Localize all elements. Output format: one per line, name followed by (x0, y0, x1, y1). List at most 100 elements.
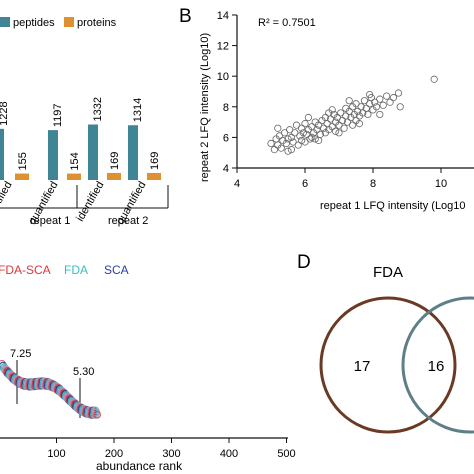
scatter-point-19 (297, 124, 306, 132)
label-peptides-0: 1228 (0, 101, 10, 125)
scatter-point-51 (343, 118, 352, 126)
category-label-0: ntified (0, 180, 15, 211)
annotation-label-1: 7.25 (10, 348, 31, 360)
venn-label-fda: FDA (373, 264, 403, 281)
x-tick-label-8: 8 (370, 178, 376, 190)
scatter-point-70 (376, 95, 384, 103)
scatter-point-79 (314, 136, 323, 145)
scatter-point-31 (314, 121, 323, 129)
scatter-point-71 (379, 101, 387, 109)
label-proteins-2: 169 (109, 152, 121, 170)
x-tick-label-6: 6 (302, 178, 308, 190)
scatter-point-69 (372, 103, 380, 111)
scatter-point-73 (386, 98, 394, 106)
x-tick-label-4: 4 (234, 178, 240, 190)
scatter-point-81 (335, 129, 343, 137)
scatter-point-29 (311, 135, 319, 143)
x-tick-label-100: 100 (47, 448, 65, 460)
scatter-point-42 (331, 127, 340, 135)
group-label-repeat-2: repeat 2 (108, 215, 148, 227)
venn-count-fda-only: 17 (354, 358, 371, 375)
label-peptides-2: 1332 (92, 97, 104, 121)
curve-point-83-2 (93, 410, 102, 419)
scatter-point-64 (364, 110, 372, 119)
scatter-point-13 (289, 138, 297, 146)
scatter-point-20 (299, 129, 307, 137)
scatter-point-14 (291, 129, 299, 137)
x-axis-title: abundance rank (96, 459, 183, 473)
scatter-point-11 (287, 146, 295, 154)
scatter-point-30 (313, 126, 321, 134)
bar-peptides-1 (48, 130, 58, 180)
scatter-point-44 (333, 113, 341, 122)
scatter-point-86 (396, 103, 404, 111)
category-label-2: identified (74, 180, 106, 224)
x-tick-label-300: 300 (162, 448, 180, 460)
group-label-repeat-1: repeat 1 (30, 215, 70, 227)
scatter-point-18 (297, 136, 306, 145)
scatter-point-1 (270, 146, 278, 154)
scatter-point-76 (274, 124, 282, 132)
scatter-point-58 (354, 107, 362, 115)
y-tick-label-4: 4 (223, 163, 229, 175)
scatter-point-15 (292, 121, 301, 129)
label-proteins-1: 154 (69, 152, 81, 170)
scatter-point-48 (340, 124, 348, 132)
legend-sca: SCA (104, 263, 129, 277)
scatter-point-0 (267, 139, 275, 148)
scatter-point-5 (277, 144, 285, 152)
label-proteins-3: 169 (149, 152, 161, 170)
panel-a-bar-chart: peptides proteins 1228 1197 1332 1314 155 154 16… (0, 17, 169, 227)
scatter-point-72 (382, 92, 391, 100)
bar-proteins-1 (67, 173, 81, 180)
y-axis-title: repeat 2 LFQ intensity (Log10) (199, 33, 211, 182)
legend-fda-sca: FDA-SCA (0, 263, 51, 277)
y-tick-label-12: 12 (217, 41, 229, 53)
y-tick-label-10: 10 (217, 71, 229, 83)
scatter-point-74 (389, 94, 397, 102)
y-tick-label-8: 8 (223, 102, 229, 114)
bar-peptides-3 (128, 125, 138, 180)
scatter-point-16 (294, 141, 302, 149)
scatter-point-46 (337, 109, 345, 117)
scatter-point-61 (359, 109, 367, 117)
scatter-point-10 (286, 126, 294, 134)
panel-b-scatter-plot: B 4 6 8 10 4 6 8 10 12 14 R² = 0.7501 repeat 1 LFQ … (179, 6, 474, 212)
scatter-point-21 (301, 138, 309, 146)
scatter-point-62 (360, 97, 369, 105)
bar-proteins-3 (147, 172, 161, 180)
scatter-point-23 (303, 130, 311, 138)
annotation-label-2: 5.30 (73, 366, 94, 378)
bar-proteins-2 (107, 172, 121, 180)
scatter-point-87 (308, 133, 316, 141)
legend-proteins-label: proteins (77, 17, 117, 29)
legend-peptides-swatch (0, 17, 10, 27)
scatter-point-40 (328, 123, 336, 131)
scatter-point-82 (345, 97, 353, 105)
x-axis-title: repeat 1 LFQ intensity (Log10 (320, 200, 466, 212)
scatter-point-57 (352, 100, 360, 108)
scatter-point-22 (301, 120, 309, 128)
panel-d-letter: D (297, 252, 311, 273)
x-tick-label-200: 200 (105, 448, 123, 460)
venn-circle-fda (319, 296, 457, 434)
panel-c-abundance-plot: FDA-SCA FDA SCA 100 200 300 400 500 abundance ra… (0, 263, 296, 473)
y-tick-label-6: 6 (223, 132, 229, 144)
scatter-point-4 (275, 132, 284, 140)
scatter-point-90 (430, 75, 438, 83)
scatter-point-88 (328, 106, 336, 114)
scatter-point-78 (304, 113, 312, 122)
legend-fda: FDA (64, 263, 88, 277)
scatter-point-68 (371, 98, 379, 106)
scatter-point-89 (348, 121, 357, 129)
bar-peptides-0 (0, 128, 4, 180)
x-tick-label-10: 10 (435, 178, 447, 190)
venn-circle-other (401, 296, 474, 434)
scatter-point-77 (284, 147, 292, 155)
scatter-point-7 (280, 129, 289, 137)
panel-b-letter: B (179, 6, 192, 27)
scatter-point-84 (365, 90, 374, 99)
scatter-point-45 (335, 121, 343, 129)
scatter-point-12 (287, 133, 295, 141)
